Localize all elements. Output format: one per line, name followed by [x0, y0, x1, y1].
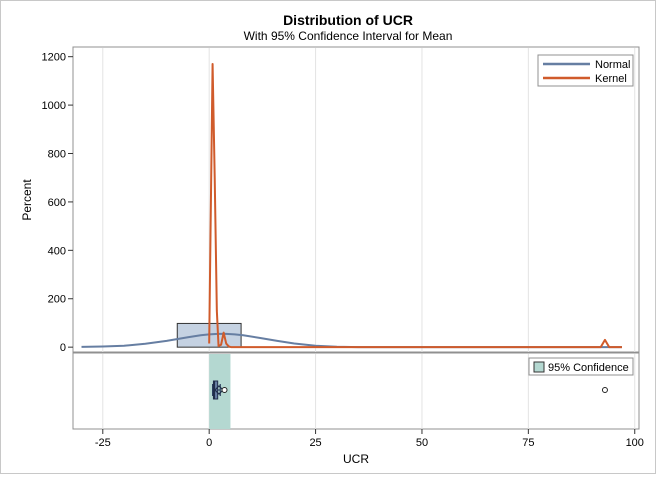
- y-tick-label: 1000: [42, 100, 66, 112]
- legend-label-kernel: Kernel: [595, 73, 627, 85]
- boxplot-outlier: [221, 387, 228, 393]
- x-tick-label: -25: [95, 437, 111, 449]
- legend-label-normal: Normal: [595, 59, 630, 71]
- y-tick-label: 1200: [42, 52, 66, 64]
- ci-legend-swatch: [533, 361, 545, 373]
- y-tick-label: 200: [48, 294, 66, 306]
- chart-title: Distribution of UCR: [283, 12, 413, 28]
- x-tick-label: 75: [522, 437, 534, 449]
- curve-kernel: [208, 62, 622, 349]
- y-tick-label: 400: [48, 245, 66, 257]
- boxplot-panel-frame: [72, 352, 640, 430]
- y-axis-label: Percent: [20, 179, 34, 221]
- y-tick-label: 800: [48, 149, 66, 161]
- ci-legend: 95% Confidence: [528, 357, 634, 376]
- x-tick-label: 0: [206, 437, 212, 449]
- x-axis-label: UCR: [343, 452, 369, 466]
- x-tick-label: 100: [626, 437, 644, 449]
- histogram-panel-frame: [72, 46, 640, 353]
- ci-legend-label: 95% Confidence: [548, 362, 629, 374]
- legend-box: [537, 54, 634, 87]
- x-tick-label: 50: [416, 437, 428, 449]
- y-tick-label: 600: [48, 197, 66, 209]
- ci-legend-box: [528, 357, 634, 376]
- x-tick-label: 25: [309, 437, 321, 449]
- chart-subtitle: With 95% Confidence Interval for Mean: [244, 29, 453, 43]
- y-tick-label: 0: [60, 342, 66, 354]
- legend: Normal Kernel: [537, 54, 634, 87]
- histogram-panel: 0 200 400 600 800 1000 1200 Percent Normal Ker…: [20, 46, 640, 354]
- boxplot-outlier: [601, 387, 608, 393]
- boxplot-panel: 95% Confidence: [72, 352, 640, 430]
